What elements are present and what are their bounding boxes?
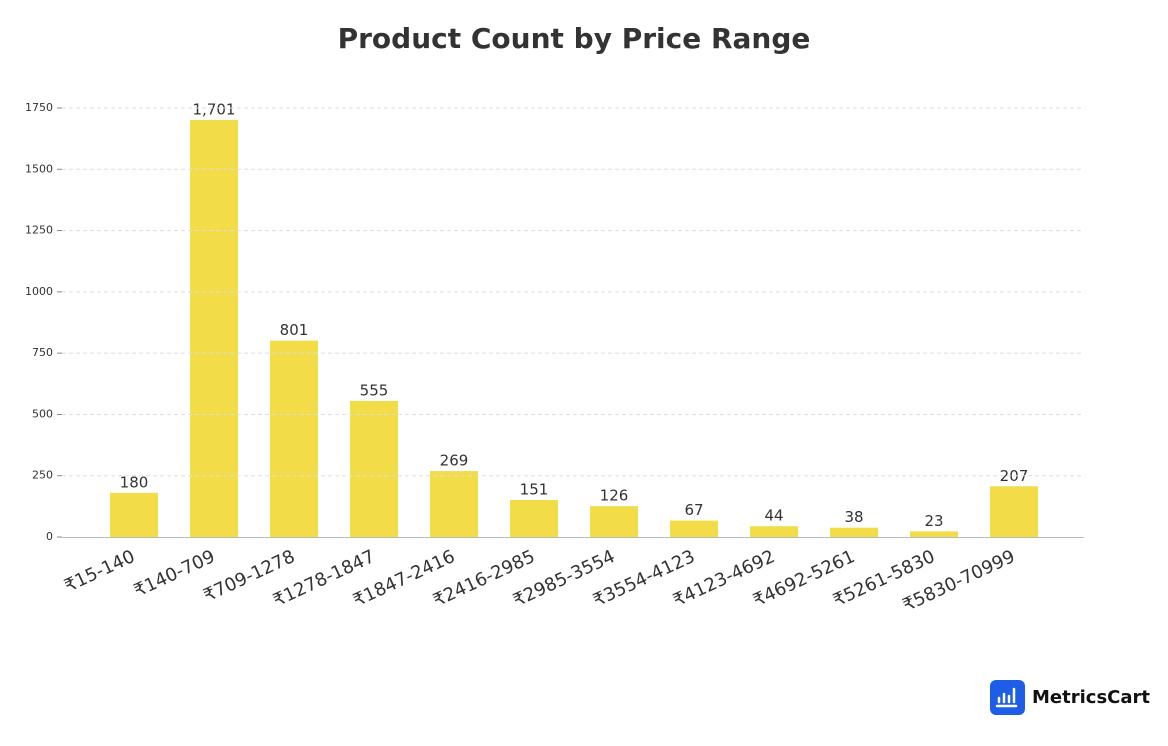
y-tick-label: 250 bbox=[32, 469, 53, 482]
value-label: 126 bbox=[600, 487, 629, 505]
value-label: 180 bbox=[120, 473, 149, 491]
bar bbox=[590, 506, 638, 537]
chart-title: Product Count by Price Range bbox=[338, 22, 811, 55]
bar bbox=[750, 526, 798, 537]
value-label: 269 bbox=[440, 452, 469, 470]
bar bbox=[510, 499, 558, 537]
y-tick-label: 1250 bbox=[25, 224, 53, 237]
value-label: 23 bbox=[924, 512, 943, 530]
logo-glyph bbox=[995, 687, 1018, 708]
y-tick-label: 1750 bbox=[25, 101, 53, 114]
value-label: 555 bbox=[360, 381, 389, 399]
y-tick-label: 500 bbox=[32, 407, 53, 420]
value-label: 1,701 bbox=[193, 101, 236, 119]
y-tick-label: 1000 bbox=[25, 285, 53, 298]
bar bbox=[830, 527, 878, 537]
bar bbox=[350, 400, 398, 537]
bar bbox=[910, 531, 958, 537]
y-tick-label: 750 bbox=[32, 346, 53, 359]
value-label: 67 bbox=[684, 501, 703, 519]
logo-text: MetricsCart bbox=[1032, 687, 1150, 708]
logo-icon bbox=[990, 680, 1025, 715]
value-label: 44 bbox=[764, 507, 783, 525]
bar bbox=[670, 520, 718, 537]
y-tick-label: 1500 bbox=[25, 162, 53, 175]
value-label: 801 bbox=[280, 321, 309, 339]
bar bbox=[190, 120, 238, 538]
bar bbox=[990, 486, 1038, 537]
value-label: 38 bbox=[844, 508, 863, 526]
y-tick-label: 0 bbox=[46, 530, 53, 543]
bar bbox=[430, 471, 478, 537]
bar bbox=[110, 492, 158, 537]
x-tick-label: ₹15-140 bbox=[61, 546, 138, 597]
bar bbox=[270, 340, 318, 537]
value-label: 151 bbox=[520, 480, 549, 498]
